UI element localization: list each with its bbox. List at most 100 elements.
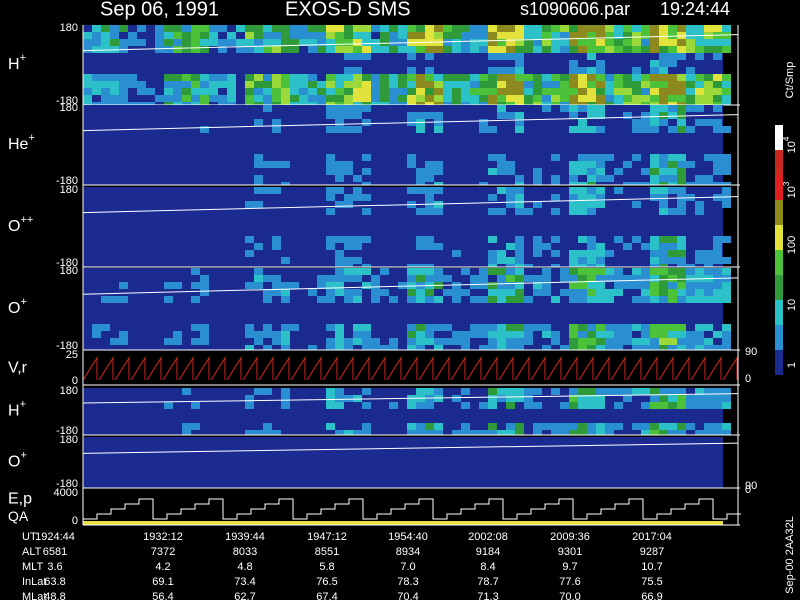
spectrogram-cell [353,430,362,435]
spectrogram-cell [263,46,272,53]
spectrogram-cell [272,236,281,243]
spectrogram-cell [470,39,479,46]
spectrogram-cell [533,102,542,105]
spectrogram-cell [362,268,371,275]
spectrogram-cell [326,161,335,168]
spectrogram-cell [344,257,353,264]
spectrogram-cell [83,46,92,53]
spectrogram-cell [614,95,623,102]
spectrogram-cell [281,161,290,168]
spectrogram-cell [407,264,416,267]
spectrogram-cell [506,81,515,88]
spectrogram-cell [704,257,713,264]
spectrogram-cell [515,289,524,296]
spectrogram-cell [524,388,533,395]
spectrogram-cell [407,289,416,296]
spectrogram-cell [542,345,551,350]
velocity-trace [242,356,258,381]
spectrogram-cell [596,88,605,95]
spectrogram-cell [596,39,605,46]
spectrogram-cell [533,324,542,331]
spectrogram-cell [605,296,614,303]
spectrogram-cell [569,182,578,185]
panel-label: He+ [8,132,35,153]
spectrogram-cell [326,105,335,112]
spectrogram-cell [281,395,290,402]
spectrogram-cell [578,46,587,53]
spectrogram-cell [704,175,713,182]
spectrogram-cell [155,95,164,102]
spectrogram-cell [668,331,677,338]
footer-value: 66.9 [641,591,662,600]
spectrogram-cell [101,46,110,53]
spectrogram-cell [380,95,389,102]
spectrogram-cell [659,264,668,267]
spectrogram-cell [515,395,524,402]
spectrogram-cell [551,338,560,345]
spectrogram-cell [641,324,650,331]
spectrogram-cell [218,74,227,81]
spectrogram-cell [569,250,578,257]
spectrogram-cell [452,282,461,289]
spectrogram-cell [281,289,290,296]
spectrogram-cell [596,168,605,175]
file: s1090606.par [520,0,630,19]
spectrogram-cell [353,243,362,250]
spectrogram-cell [335,119,344,126]
spectrogram-cell [245,236,254,243]
spectrogram-cell [263,388,272,395]
spectrogram-cell [677,275,686,282]
spectrogram-cell [416,74,425,81]
spectrogram-cell [245,32,254,39]
spectrogram-cell [371,282,380,289]
spectrogram-cell [686,105,695,112]
spectrogram-cell [101,88,110,95]
spectrogram-cell [596,243,605,250]
spectrogram-cell [659,430,668,435]
spectrogram-cell [569,81,578,88]
spectrogram-cell [227,102,236,105]
spectrogram-cell [704,388,713,395]
spectrogram-cell [587,264,596,267]
spectrogram-cell [569,402,578,409]
spectrogram-cell [353,175,362,182]
spectrogram-cell [344,395,353,402]
spectrogram-cell [425,268,434,275]
spectrogram-cell [677,338,686,345]
spectrogram-cell [704,345,713,350]
footer-value: 4.2 [155,561,170,573]
spectrogram-cell [587,187,596,194]
spectrogram-cell [515,430,524,435]
spectrogram-cell [254,243,263,250]
spectrogram-cell [596,154,605,161]
spectrogram-cell [101,32,110,39]
spectrogram-cell [425,187,434,194]
spectrogram-cell [425,338,434,345]
y-tick-label: 4000 [54,487,78,499]
spectrogram-cell [614,268,623,275]
spectrogram-cell [686,102,695,105]
spectrogram-cell [632,88,641,95]
spectrogram-cell [713,161,722,168]
spectrogram-cell [425,32,434,39]
spectrogram-cell [155,39,164,46]
spectrogram-cell [515,250,524,257]
spectrogram-cell [569,126,578,133]
spectrogram-cell [650,25,659,32]
spectrogram-cell [632,25,641,32]
spectrogram-cell [713,243,722,250]
spectrogram-cell [245,250,254,257]
spectrogram-cell [560,74,569,81]
spectrogram-cell [461,423,470,430]
spectrogram-cell [506,402,515,409]
spectrogram-cell [659,46,668,53]
spectrogram-cell [335,88,344,95]
spectrogram-cell [587,39,596,46]
spectrogram-cell [488,32,497,39]
spectrogram-cell [200,88,209,95]
spectrogram-cell [542,324,551,331]
spectrogram-cell [596,74,605,81]
spectrogram-cell [632,345,641,350]
spectrogram-cell [704,88,713,95]
spectrogram-cell [533,25,542,32]
